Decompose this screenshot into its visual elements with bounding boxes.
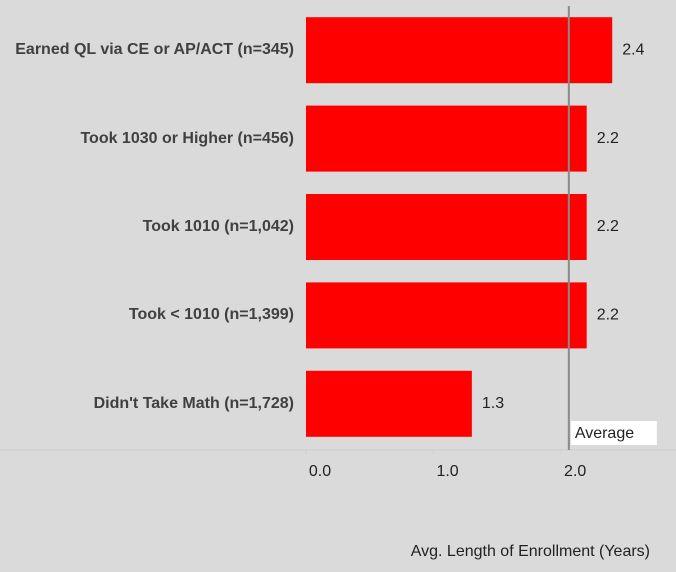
x-tick-label: 1.0	[436, 463, 458, 480]
value-label: 1.3	[482, 395, 504, 412]
x-tick-label: 2.0	[564, 463, 586, 480]
value-label: 2.4	[622, 41, 644, 58]
reference-label: Average	[575, 425, 634, 442]
reference-label-box	[570, 421, 657, 445]
x-tick-label: 0.0	[309, 463, 331, 480]
value-label: 2.2	[597, 130, 619, 147]
category-label: Took 1030 or Higher (n=456)	[80, 129, 294, 147]
category-label: Took < 1010 (n=1,399)	[128, 306, 294, 324]
category-label: Didn't Take Math (n=1,728)	[93, 394, 294, 412]
category-label: Earned QL via CE or AP/ACT (n=345)	[15, 41, 294, 59]
bar	[306, 105, 587, 172]
bar	[306, 194, 587, 260]
category-label: Took 1010 (n=1,042)	[142, 218, 294, 235]
value-label: 2.2	[597, 307, 619, 324]
bar	[306, 370, 472, 437]
x-axis-label: Avg. Length of Enrollment (Years)	[411, 543, 650, 560]
bar	[306, 17, 613, 84]
bar	[306, 282, 587, 349]
value-label: 2.2	[597, 218, 619, 235]
